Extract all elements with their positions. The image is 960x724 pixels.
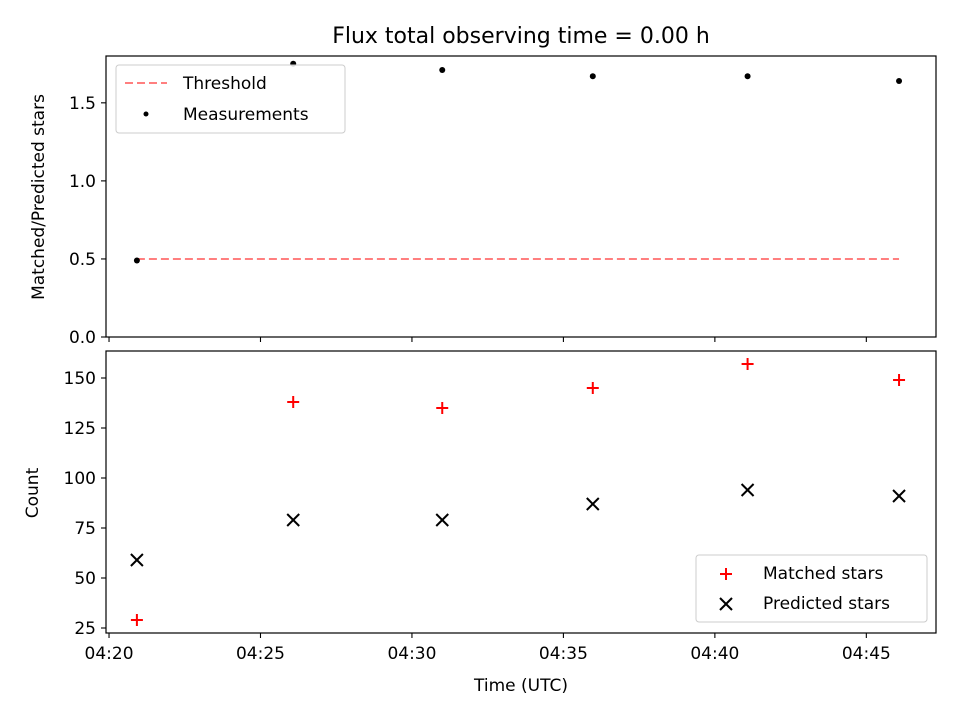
legend-matched-swatch — [720, 568, 732, 580]
matched-star-point — [436, 402, 449, 414]
legend-measurements-label: Measurements — [183, 105, 309, 125]
predicted-star-point — [130, 553, 144, 567]
legend-predicted-label: Predicted stars — [763, 594, 890, 614]
measurement-point — [133, 257, 140, 264]
matched-star-point — [893, 374, 906, 386]
top-y-tick-label: 1.0 — [69, 172, 96, 192]
legend-matched-label: Matched stars — [763, 564, 883, 584]
matched-star-point — [741, 358, 754, 370]
x-tick-label: 04:35 — [539, 644, 588, 664]
x-tick-label: 04:45 — [842, 644, 891, 664]
predicted-star-point-b — [892, 489, 906, 503]
bottom-y-tick-label: 100 — [64, 469, 96, 489]
predicted-star-point — [435, 513, 449, 527]
predicted-star-point — [892, 489, 906, 503]
top-y-tick-label: 0.5 — [69, 250, 96, 270]
measurement-point — [589, 73, 596, 80]
legend-measurements-swatch — [143, 111, 149, 117]
top-legend-box — [115, 64, 346, 134]
measurement-point — [896, 77, 903, 84]
measurement-point — [439, 67, 446, 74]
predicted-star-point-b — [130, 553, 144, 567]
matched-star-point — [586, 382, 599, 394]
bottom-y-tick-label: 25 — [74, 619, 96, 639]
plot-layer: 0.0 0.5 1.0 1.5 04:20 04:25 04:30 04:35 04:40 04:… — [64, 55, 937, 664]
bottom-legend-box — [695, 554, 928, 623]
top-y-axis-label: Matched/Predicted stars — [29, 94, 49, 300]
matched-star-point — [130, 614, 143, 626]
bottom-y-tick-label: 150 — [64, 369, 96, 389]
matched-star-point — [287, 396, 300, 408]
top-y-tick-label: 1.5 — [69, 94, 96, 114]
predicted-star-point — [586, 497, 600, 511]
bottom-axes-frame — [105, 350, 937, 634]
bottom-y-axis-label: Count — [23, 467, 43, 518]
x-tick-label: 04:25 — [236, 644, 285, 664]
legend-predicted-swatch-b — [719, 597, 733, 611]
top-y-tick-label: 0.0 — [69, 328, 96, 348]
legend-threshold-label: Threshold — [182, 74, 267, 94]
legend-predicted-swatch — [719, 597, 733, 611]
bottom-y-tick-label: 125 — [64, 419, 96, 439]
bottom-y-tick-label: 50 — [74, 569, 96, 589]
predicted-star-point-b — [435, 513, 449, 527]
top-axes-frame — [105, 55, 937, 338]
bottom-y-tick-label: 75 — [74, 519, 96, 539]
x-tick-label: 04:20 — [85, 644, 134, 664]
x-axis-label: Time (UTC) — [473, 676, 568, 696]
predicted-star-point-b — [286, 513, 300, 527]
predicted-star-point — [740, 483, 755, 497]
predicted-star-point — [286, 513, 300, 527]
chart-title: Flux total observing time = 0.00 h — [332, 24, 710, 49]
predicted-star-point-b — [740, 483, 755, 497]
predicted-star-point-b — [586, 497, 600, 511]
x-tick-label: 04:40 — [690, 644, 739, 664]
x-tick-label: 04:30 — [387, 644, 436, 664]
measurement-point — [744, 73, 751, 80]
